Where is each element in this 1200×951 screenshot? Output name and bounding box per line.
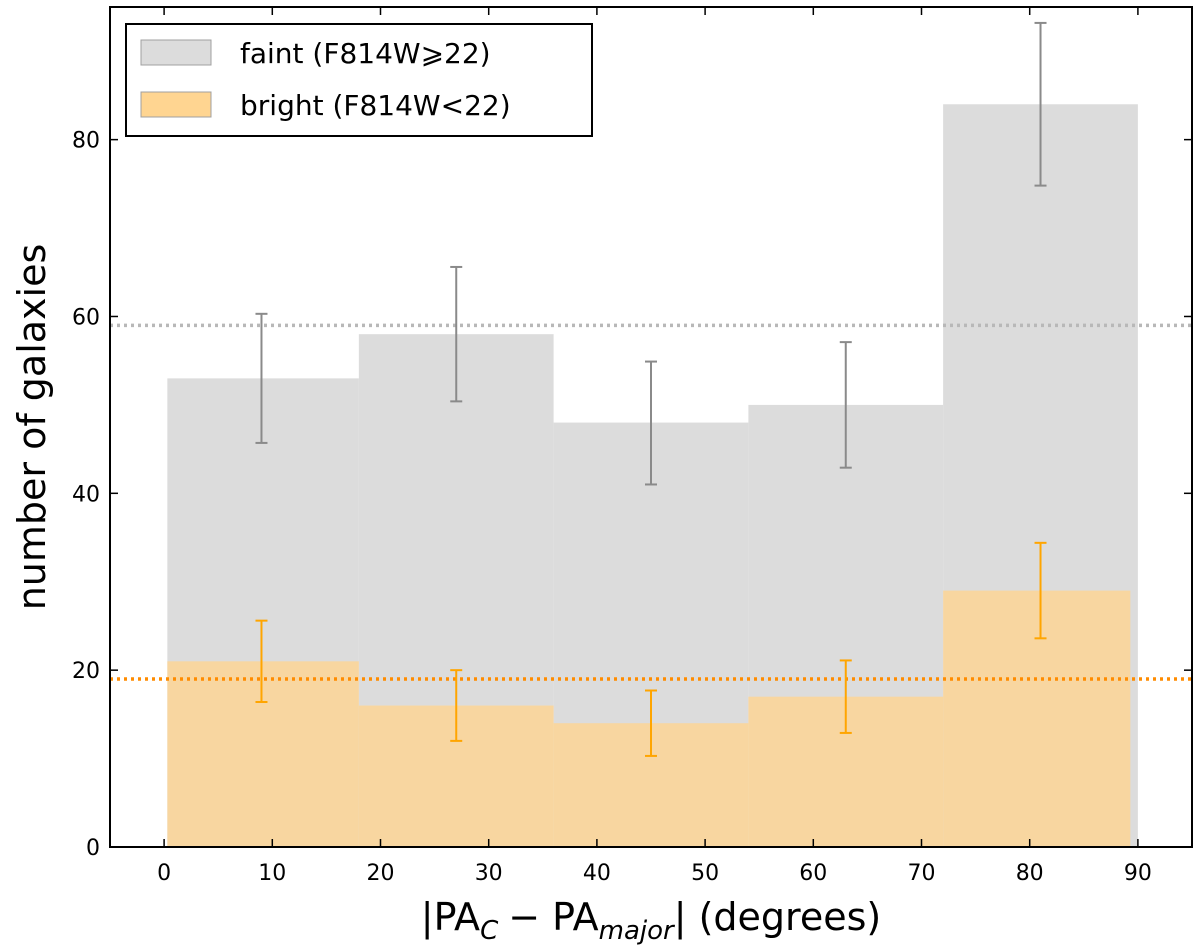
plot-area: [110, 21, 1192, 847]
x-tick-label-70: 70: [908, 861, 936, 886]
x-tick-label-60: 60: [799, 861, 827, 886]
bar-bright-0: [167, 661, 359, 847]
y-tick-label-0: 0: [86, 836, 100, 861]
legend-label-faint: faint (F814W⩾22): [240, 37, 491, 70]
x-axis-label: |PAC − PAmajor| (degrees): [421, 895, 881, 946]
y-tick-label-80: 80: [72, 129, 100, 154]
legend-swatch-faint: [140, 39, 212, 66]
y-tick-label-60: 60: [72, 305, 100, 330]
bar-bright-4: [943, 590, 1131, 847]
x-tick-label-40: 40: [583, 861, 611, 886]
legend-swatch-bright: [140, 91, 212, 118]
axis-ticks: 0 10 20 30 40 50 60 70 80 90 0 20 40 60 80: [72, 7, 1192, 886]
legend: faint (F814W⩾22) bright (F814W<22): [125, 23, 593, 137]
x-tick-label-80: 80: [1016, 861, 1044, 886]
y-axis-label: number of galaxies: [10, 244, 54, 611]
x-tick-label-10: 10: [258, 861, 286, 886]
y-tick-label-20: 20: [72, 659, 100, 684]
x-tick-label-20: 20: [367, 861, 395, 886]
y-tick-label-40: 40: [72, 482, 100, 507]
x-tick-label-30: 30: [475, 861, 503, 886]
x-tick-label-50: 50: [691, 861, 719, 886]
legend-label-bright: bright (F814W<22): [240, 89, 511, 122]
x-tick-label-90: 90: [1124, 861, 1152, 886]
plot-frame: [109, 6, 1193, 848]
x-tick-label-0: 0: [157, 861, 171, 886]
